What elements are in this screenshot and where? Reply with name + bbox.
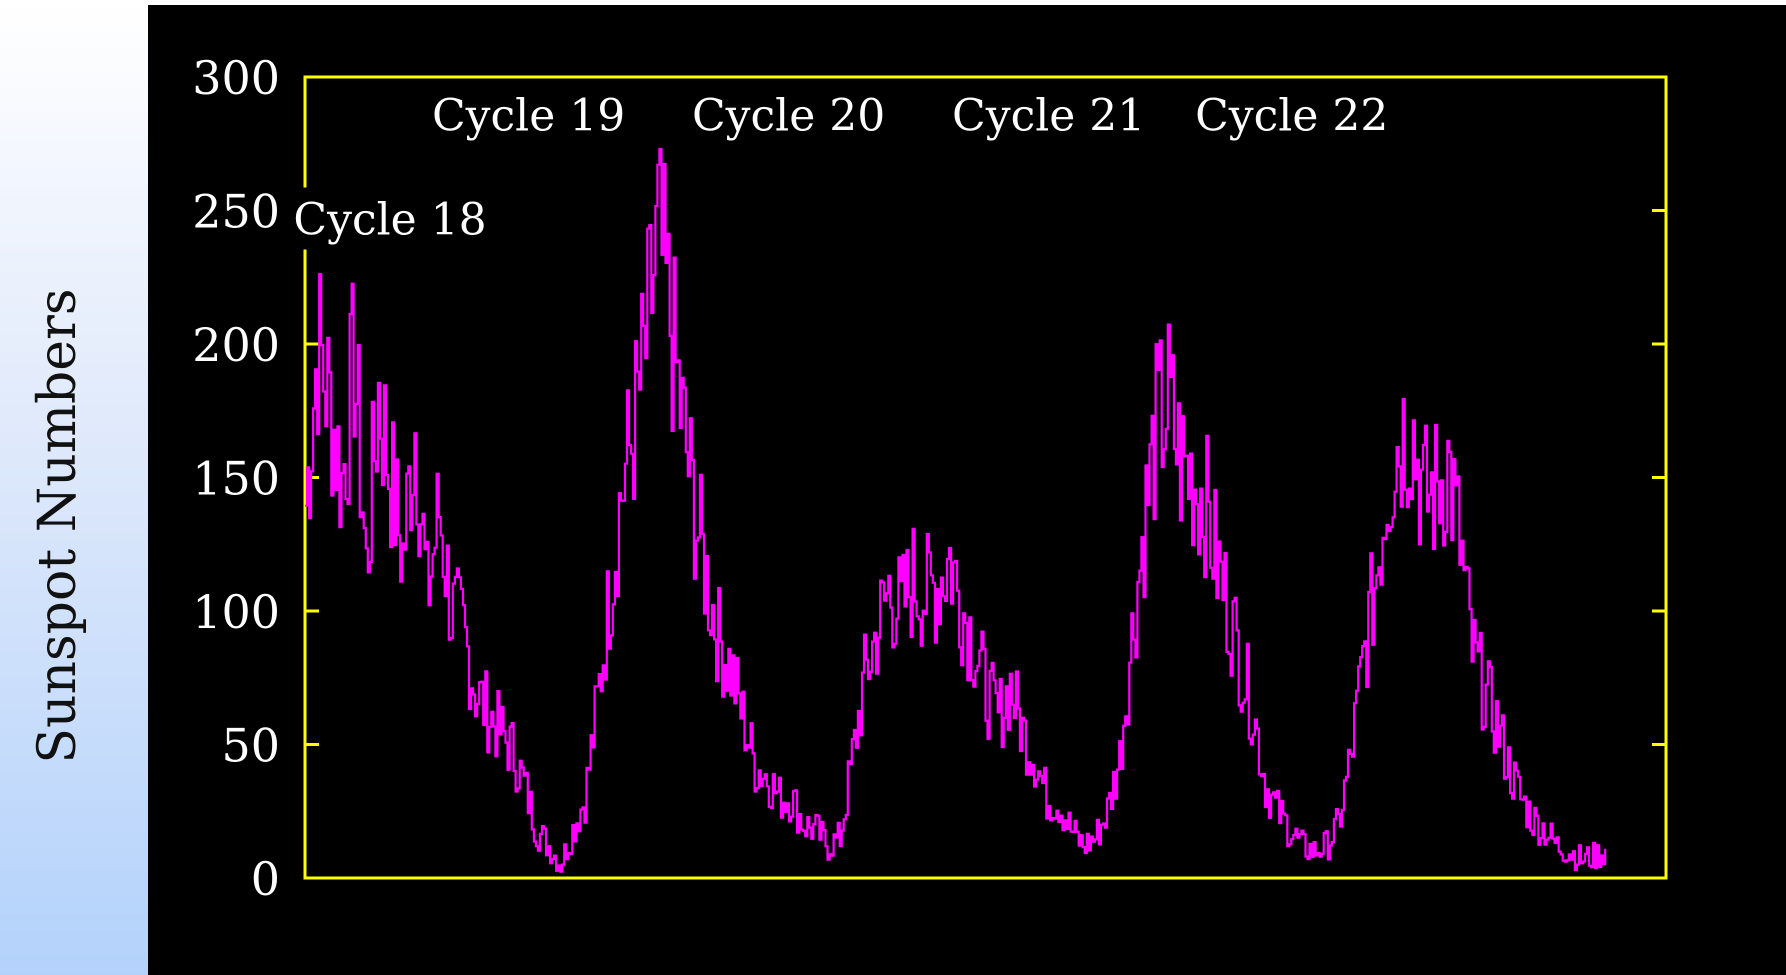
- y-tick-label: 150: [192, 452, 280, 506]
- y-axis-label: Sunspot Numbers: [28, 288, 88, 764]
- annotation-mask: [295, 187, 486, 250]
- y-tick-label: 300: [192, 51, 280, 105]
- y-tick-label: 200: [192, 318, 280, 372]
- cycle-annotation: Cycle 19: [432, 90, 625, 141]
- y-tick-label: 250: [192, 185, 280, 239]
- annotation-mask: [953, 83, 1144, 146]
- y-tick-label: 100: [192, 585, 280, 639]
- series-layer: [305, 147, 1607, 873]
- cycle-annotation: Cycle 18: [293, 195, 486, 246]
- annotation-mask: [433, 83, 624, 146]
- plot-panel: Cycle 18 Cycle 19 Cycle 20 Cycle 21 Cycle 22…: [148, 5, 1786, 975]
- sunspot-series-line: [305, 147, 1607, 873]
- annotation-mask: [693, 83, 884, 146]
- sunspot-chart: Cycle 18 Cycle 19 Cycle 20 Cycle 21 Cycle 22…: [192, 51, 1668, 906]
- ticks-layer: [303, 75, 1668, 880]
- y-tick-label: 0: [251, 852, 280, 906]
- annotation-mask: [1196, 83, 1387, 146]
- cycle-annotation: Cycle 20: [692, 90, 885, 141]
- side-panel: Sunspot Numbers: [0, 0, 148, 975]
- y-tick-labels-layer: 0 50 100 150 200 250 300: [192, 51, 280, 906]
- cycle-annotation: Cycle 21: [952, 90, 1145, 141]
- cycle-annotation: Cycle 22: [1195, 90, 1388, 141]
- annotations-layer: Cycle 18 Cycle 19 Cycle 20 Cycle 21 Cycle 22: [293, 83, 1388, 250]
- y-tick-label: 50: [221, 719, 280, 773]
